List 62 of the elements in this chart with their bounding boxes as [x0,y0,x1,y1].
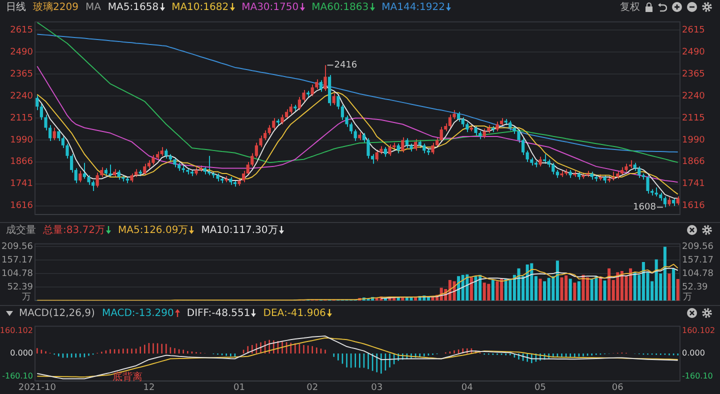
legend-label: DIFF:-48.551 [186,308,250,318]
y-tick-label: 52.39 [7,282,34,292]
legend-label: MA30:1750 [242,2,299,12]
x-tick-label: 04 [461,382,474,393]
y2-tick-label: 1616 [682,201,706,212]
y2-tick-label: 104.78 [682,268,714,279]
y2-tick-label: 1866 [682,157,706,168]
x-tick-label: 03 [371,382,383,393]
y2-tick-label: 0.000 [682,348,705,358]
annotation: 底背离 [112,370,142,383]
x-tick-label: 05 [534,382,546,393]
y-tick-label: 2365 [10,69,33,80]
legend-title: MA [85,2,101,12]
y2-tick-label: 160.102 [682,326,716,335]
chart-title: MACD(12,26,9) [19,308,95,318]
y-tick-label: 2490 [10,48,34,58]
y-tick-label: 1990 [10,135,34,146]
x-tick-label: 06 [612,382,624,393]
legend-label: MA10:117.30万 [201,224,278,237]
legend-label: MA5:126.09万 [118,224,188,237]
legend-label: DEA:-41.906 [263,308,326,318]
y-tick-label: 104.78 [2,268,34,279]
y2-tick-label: -160.10 [682,371,713,380]
y2-tick-label: 2615 [682,26,705,36]
y-tick-label: 1866 [10,157,34,168]
y2-tick-label: 2365 [682,69,705,80]
x-tick-label: 12 [143,382,155,393]
legend-label: MA60:1863 [312,2,369,12]
chart-title: 成交量 [6,224,36,237]
y-tick-label: 2115 [10,113,33,124]
y2-tick-label: 1990 [682,135,706,146]
legend-label: MA10:1682 [172,2,229,12]
y-tick-label: 1616 [10,201,34,212]
y2-tick-label: 2490 [682,48,706,58]
y2-tick-label: 2115 [682,113,705,124]
legend-label: MA144:1922 [382,2,445,12]
text: 复权 [620,0,640,14]
x-tick-label: 01 [234,382,245,393]
legend-label: MA5:1658 [108,2,159,12]
chart-subtitle: 日线 [6,0,26,14]
y-tick-label: 2240 [10,91,34,102]
annotation: 2416 [334,60,358,71]
chart-title: 玻璃2209 [33,0,78,14]
y-tick-label: 157.17 [2,255,33,266]
y2-tick-label: 209.56 [682,242,714,252]
y-tick-label: 0.000 [10,348,33,358]
y2-axis-title: 万 [683,292,692,302]
legend-label: MACD:-13.290 [102,308,174,318]
y2-tick-label: 2240 [682,91,706,102]
y-tick-label: 209.56 [2,242,34,252]
text: 总量:83.72万 [43,224,105,237]
y2-tick-label: 157.17 [682,255,714,266]
y-tick-label: 1741 [10,179,33,190]
y2-tick-label: 1741 [682,179,705,190]
y-axis-title: 万 [22,292,31,302]
y-tick-label: 160.102 [0,326,33,335]
x-tick-label: 02 [306,382,318,393]
x-tick-label: 2021-10 [18,382,56,393]
y-tick-label: 2615 [10,26,33,36]
y2-tick-label: 52.39 [682,282,708,292]
annotation: 1608 [633,202,656,213]
y-tick-label: -160.10 [2,371,33,380]
